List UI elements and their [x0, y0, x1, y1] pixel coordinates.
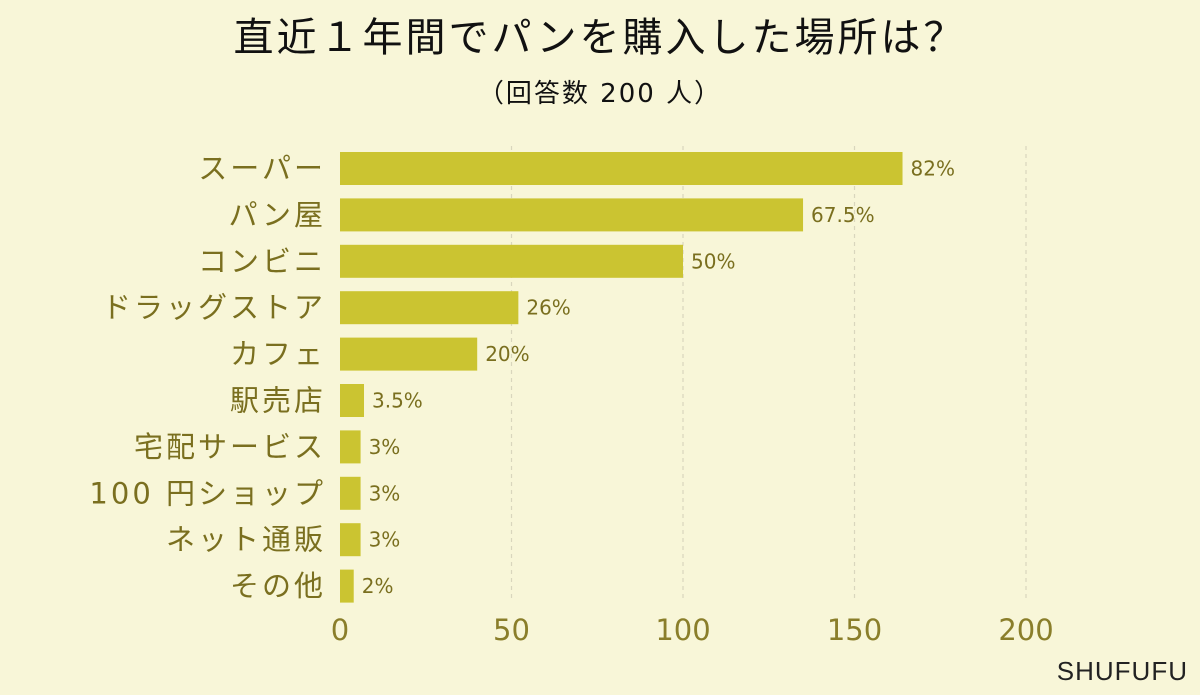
- category-label: 100 円ショップ: [89, 476, 326, 510]
- x-tick-label: 50: [493, 613, 530, 647]
- category-label: カフェ: [230, 337, 326, 371]
- x-axis-ticks: 0 50 100 150 200: [331, 613, 1054, 647]
- chart-title: 直近１年間でパンを購入した場所は？: [233, 15, 967, 61]
- bar: [340, 198, 804, 232]
- value-label: 20%: [485, 342, 529, 366]
- bar: [340, 244, 683, 278]
- value-labels: 82% 67.5% 50% 26% 20% 3.5% 3% 3% 3% 2%: [362, 157, 955, 599]
- bar: [340, 523, 361, 557]
- value-label: 50%: [691, 249, 735, 273]
- bar: [340, 152, 903, 185]
- category-label: その他: [230, 569, 326, 603]
- bar: [340, 337, 478, 371]
- brand-logo: SHUFUFU: [1056, 656, 1188, 686]
- value-label: 3.5%: [372, 389, 423, 413]
- bars: [340, 152, 903, 603]
- category-label: スーパー: [198, 152, 326, 186]
- value-label: 3%: [369, 528, 401, 552]
- category-label: パン屋: [229, 198, 326, 232]
- x-tick-label: 150: [827, 613, 882, 647]
- category-label: 宅配サービス: [134, 430, 326, 464]
- bar: [340, 476, 361, 510]
- value-label: 82%: [911, 157, 955, 181]
- category-label: ドラッグストア: [102, 291, 326, 325]
- bar: [340, 569, 354, 603]
- x-tick-label: 200: [998, 613, 1053, 647]
- bar: [340, 430, 361, 464]
- chart-subtitle: （回答数 200 人）: [477, 79, 723, 109]
- category-label: ネット通販: [166, 523, 326, 557]
- value-label: 3%: [369, 481, 401, 505]
- bar: [340, 291, 519, 325]
- value-label: 67.5%: [811, 203, 875, 227]
- bar: [340, 384, 365, 417]
- category-label: 駅売店: [230, 384, 326, 418]
- category-label: コンビニ: [198, 244, 326, 278]
- x-tick-label: 0: [331, 613, 349, 647]
- value-label: 2%: [362, 574, 394, 598]
- x-tick-label: 100: [655, 613, 710, 647]
- value-label: 3%: [369, 435, 401, 459]
- value-label: 26%: [526, 296, 570, 320]
